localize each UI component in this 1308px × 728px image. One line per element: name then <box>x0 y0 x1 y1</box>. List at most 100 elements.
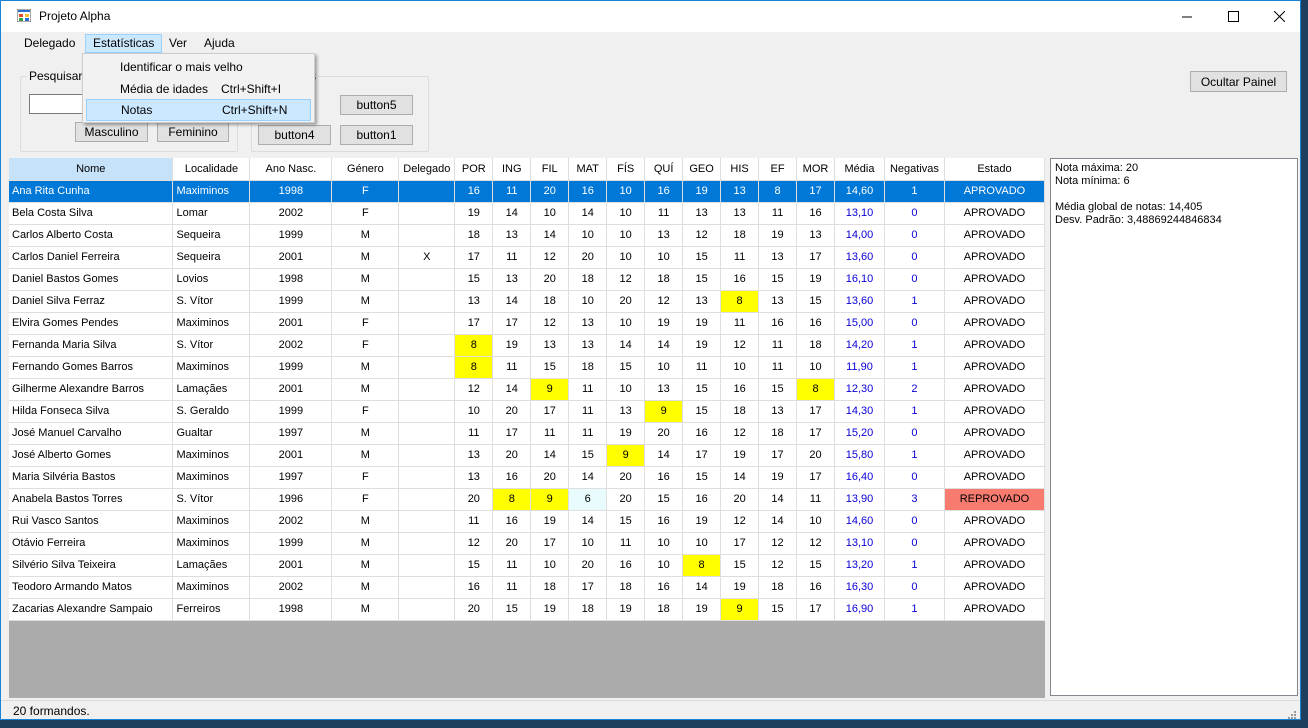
table-cell[interactable]: M <box>331 224 400 247</box>
table-cell[interactable] <box>398 532 456 555</box>
table-cell[interactable]: 11 <box>758 334 798 357</box>
table-cell[interactable]: 13 <box>720 202 760 225</box>
table-cell[interactable]: M <box>331 532 400 555</box>
table-cell[interactable] <box>398 378 456 401</box>
menu-item-mais-velho[interactable]: Identificar o mais velho <box>86 56 311 78</box>
table-cell[interactable]: 15 <box>682 466 722 489</box>
table-row[interactable]: Teodoro Armando Matos Maximinos 2002 M 16 11 1… <box>9 576 1046 599</box>
table-cell[interactable]: 9 <box>530 488 570 511</box>
table-cell[interactable]: 12 <box>682 224 722 247</box>
table-cell[interactable]: 11 <box>492 246 532 269</box>
table-cell[interactable]: X <box>398 246 456 269</box>
table-cell[interactable]: 20 <box>454 598 494 621</box>
table-cell[interactable]: 18 <box>606 576 646 599</box>
table-cell[interactable]: 12 <box>530 312 570 335</box>
table-cell[interactable]: M <box>331 356 400 379</box>
table-cell[interactable]: 13 <box>758 290 798 313</box>
table-cell[interactable]: 8 <box>682 554 722 577</box>
table-cell[interactable]: 19 <box>758 466 798 489</box>
table-cell[interactable]: 20 <box>530 268 570 291</box>
menu-item-media-idades[interactable]: Média de idades Ctrl+Shift+I <box>86 78 311 100</box>
table-cell[interactable]: 19 <box>682 598 722 621</box>
table-cell[interactable]: 11 <box>492 554 532 577</box>
table-cell[interactable]: 14 <box>492 378 532 401</box>
table-cell[interactable]: Bela Costa Silva <box>9 202 174 225</box>
table-cell[interactable]: 1997 <box>249 466 333 489</box>
table-cell[interactable]: 10 <box>454 400 494 423</box>
button5[interactable]: button5 <box>340 95 413 115</box>
table-cell[interactable]: 2002 <box>249 202 333 225</box>
table-cell[interactable]: 18 <box>568 268 608 291</box>
table-cell[interactable]: 8 <box>454 356 494 379</box>
table-cell[interactable]: 18 <box>796 334 835 357</box>
table-cell[interactable]: 0 <box>884 202 945 225</box>
table-cell[interactable]: 12 <box>454 532 494 555</box>
table-cell[interactable]: 16 <box>568 180 608 203</box>
table-cell[interactable]: Maximinos <box>172 180 251 203</box>
table-cell[interactable] <box>398 180 456 203</box>
table-cell[interactable]: Silvério Silva Teixeira <box>9 554 174 577</box>
table-cell[interactable] <box>398 290 456 313</box>
table-cell[interactable]: 15 <box>530 356 570 379</box>
table-row[interactable]: Elvira Gomes Pendes Maximinos 2001 F 17 17 12 1… <box>9 312 1046 335</box>
close-button[interactable] <box>1256 1 1300 32</box>
table-cell[interactable]: Maximinos <box>172 312 251 335</box>
table-row[interactable]: Rui Vasco Santos Maximinos 2002 M 11 16 19 14 15… <box>9 510 1046 533</box>
table-cell[interactable] <box>398 312 456 335</box>
table-cell[interactable]: 10 <box>720 356 760 379</box>
column-header[interactable]: MAT <box>568 158 608 181</box>
table-cell[interactable]: 17 <box>796 246 835 269</box>
table-cell[interactable]: 12 <box>796 532 835 555</box>
table-cell[interactable]: 15 <box>606 356 646 379</box>
table-cell[interactable]: APROVADO <box>944 510 1046 533</box>
table-cell[interactable]: 17 <box>720 532 760 555</box>
table-cell[interactable]: 16 <box>682 422 722 445</box>
table-cell[interactable]: APROVADO <box>944 268 1046 291</box>
table-cell[interactable]: 0 <box>884 532 945 555</box>
table-cell[interactable]: 13 <box>758 400 798 423</box>
table-cell[interactable]: 10 <box>568 290 608 313</box>
table-row[interactable]: Gilherme Alexandre Barros Lamaçães 2001 M 12… <box>9 378 1046 401</box>
table-cell[interactable]: 14 <box>568 202 608 225</box>
table-cell[interactable]: 13 <box>644 378 684 401</box>
table-cell[interactable]: M <box>331 576 400 599</box>
table-cell[interactable]: 20 <box>568 554 608 577</box>
table-cell[interactable]: 15,80 <box>834 444 885 467</box>
column-header[interactable]: Negativas <box>884 158 945 181</box>
table-cell[interactable] <box>398 422 456 445</box>
table-cell[interactable]: 10 <box>606 180 646 203</box>
table-cell[interactable]: F <box>331 202 400 225</box>
students-grid[interactable]: Nome Localidade Ano Nasc. Género Delegado POR… <box>9 158 1046 698</box>
column-header[interactable]: EF <box>758 158 798 181</box>
table-cell[interactable]: 15 <box>454 268 494 291</box>
table-cell[interactable]: 1 <box>884 598 945 621</box>
table-cell[interactable]: 1 <box>884 554 945 577</box>
table-cell[interactable]: APROVADO <box>944 598 1046 621</box>
table-cell[interactable]: Rui Vasco Santos <box>9 510 174 533</box>
table-cell[interactable]: 17 <box>796 466 835 489</box>
table-cell[interactable]: 14,30 <box>834 400 885 423</box>
table-cell[interactable]: 20 <box>530 466 570 489</box>
table-cell[interactable]: 1 <box>884 334 945 357</box>
table-cell[interactable]: S. Vítor <box>172 334 251 357</box>
table-cell[interactable]: 15 <box>454 554 494 577</box>
table-cell[interactable]: 15 <box>796 290 835 313</box>
male-button[interactable]: Masculino <box>75 122 148 142</box>
table-cell[interactable]: 11 <box>492 356 532 379</box>
table-cell[interactable]: 11 <box>682 356 722 379</box>
table-cell[interactable]: 16,10 <box>834 268 885 291</box>
table-cell[interactable]: 13,60 <box>834 246 885 269</box>
column-header[interactable]: Nome <box>9 158 174 181</box>
table-cell[interactable]: 10 <box>796 510 835 533</box>
table-cell[interactable]: 12 <box>720 334 760 357</box>
table-cell[interactable]: Fernando Gomes Barros <box>9 356 174 379</box>
table-cell[interactable]: José Manuel Carvalho <box>9 422 174 445</box>
table-cell[interactable]: 2002 <box>249 510 333 533</box>
table-cell[interactable]: 13,90 <box>834 488 885 511</box>
table-cell[interactable] <box>398 400 456 423</box>
table-cell[interactable]: 11 <box>644 202 684 225</box>
table-cell[interactable]: 17 <box>796 400 835 423</box>
table-cell[interactable]: 0 <box>884 510 945 533</box>
table-cell[interactable]: Maximinos <box>172 532 251 555</box>
table-row[interactable]: Zacarias Alexandre Sampaio Ferreiros 1998 M… <box>9 598 1046 621</box>
